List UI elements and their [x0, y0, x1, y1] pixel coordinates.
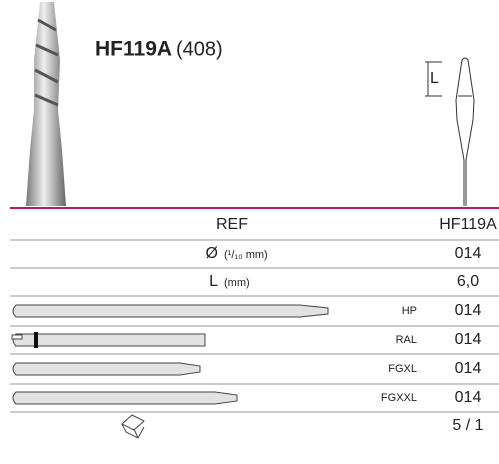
row-value: 014	[455, 389, 482, 406]
row-unit: (¹/₁₀ mm)	[224, 249, 268, 261]
shank-icon	[12, 391, 238, 405]
shank-type: HP	[402, 305, 417, 317]
row-value: 014	[455, 360, 482, 377]
package-icon	[121, 414, 145, 439]
shank-type: FGXL	[388, 363, 417, 375]
shank-icon	[12, 304, 329, 318]
row-value: 014	[455, 302, 482, 319]
bur-image	[26, 2, 66, 206]
latch-band	[34, 332, 38, 348]
row-label: L	[209, 273, 218, 290]
bur-drawing	[425, 57, 475, 206]
ref-value: HF119A	[439, 216, 497, 233]
row-unit: (mm)	[224, 277, 250, 289]
ref-label: REF	[216, 216, 248, 233]
rows: Ø (¹/₁₀ mm) 014 L (mm) 6,0 HP 014 RAL 014 FGXL 014 F…	[10, 245, 499, 439]
latch-notch	[11, 334, 23, 340]
shank-icon	[12, 362, 201, 376]
row-value: 6,0	[457, 273, 479, 290]
shank-type: RAL	[396, 334, 417, 346]
row-label: Ø	[206, 245, 218, 262]
row-value: 5 / 1	[452, 417, 483, 434]
row-value: 014	[455, 331, 482, 348]
dimension-label: L	[430, 70, 439, 87]
code: (408)	[176, 38, 223, 60]
title: HF119A	[95, 38, 172, 61]
row-value: 014	[455, 245, 482, 262]
shank-type: FGXXL	[381, 392, 417, 404]
shank-icon	[12, 333, 206, 347]
